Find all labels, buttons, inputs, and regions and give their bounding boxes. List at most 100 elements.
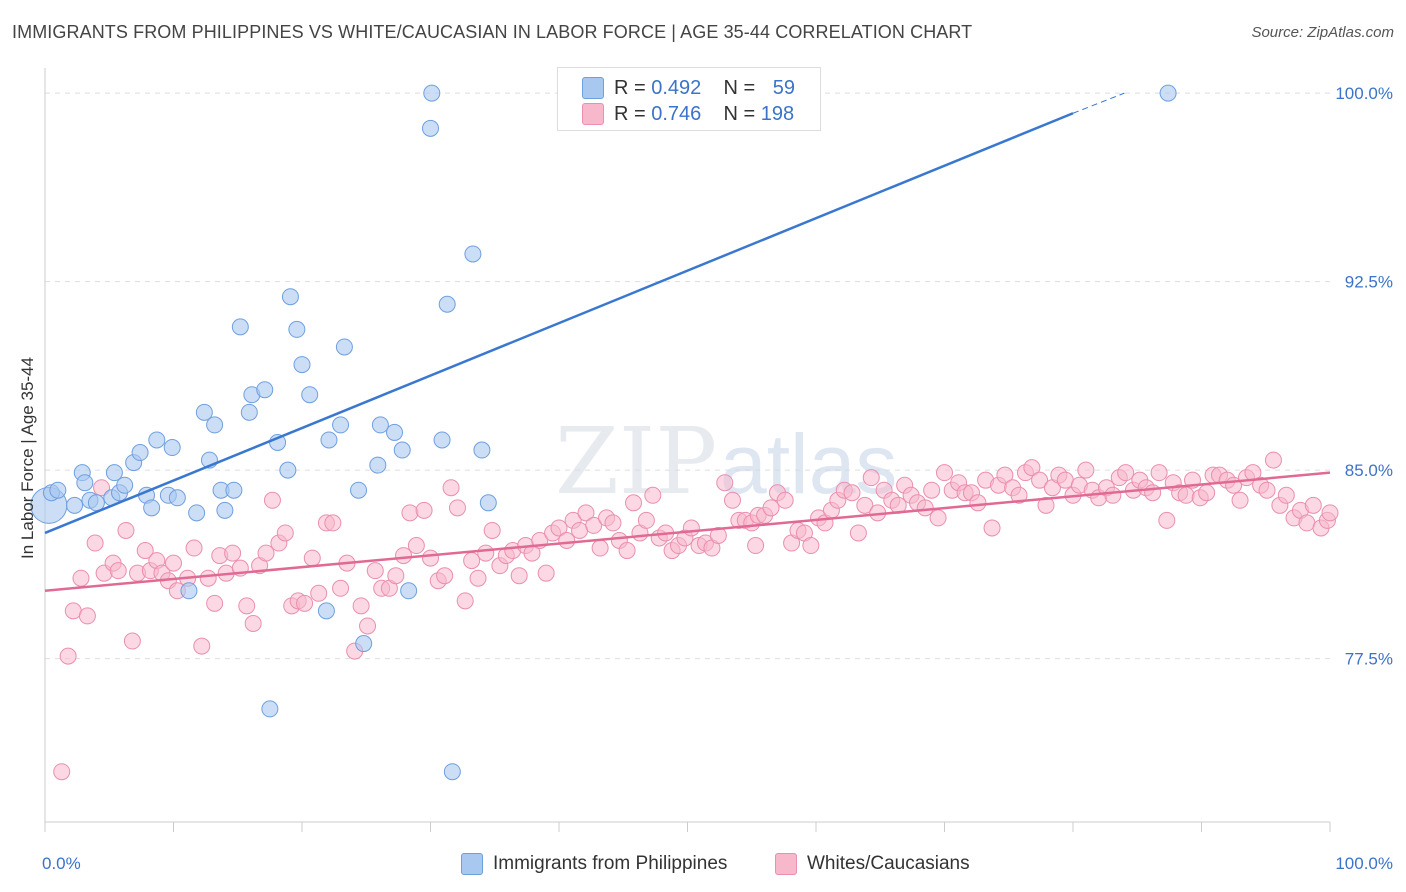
pink-data-point [1150,464,1168,482]
pink-data-point [762,499,780,517]
pink-data-point [1056,471,1074,489]
pink-data-point [123,632,141,650]
y-axis-label: In Labor Force | Age 35-44 [18,357,37,559]
pink-data-point [1264,451,1282,469]
pink-data-point [929,509,947,527]
pink-data-point [401,504,419,522]
pink-data-point [716,474,734,492]
pink-data-point [59,647,77,665]
pink-data-point [709,526,727,544]
pink-data-point [510,567,528,585]
pink-data-point [303,549,321,567]
pink-data-point [165,554,182,572]
y-tick-label: 85.0% [1345,461,1393,480]
blue-trend-extension [1072,92,1125,114]
legend-item-pink: Whites/Caucasians [775,851,970,877]
pink-data-point [1298,514,1316,532]
pink-data-point [862,469,880,487]
blue-data-point [443,763,461,781]
pink-data-point [199,569,217,587]
pink-data-point [1231,491,1249,509]
pink-data-point [324,514,342,532]
blue-data-point [438,295,456,313]
blue-swatch [582,77,604,99]
blue-data-point [216,501,234,519]
blue-data-point [317,602,335,620]
blue-data-point [371,416,389,434]
blue-data-point [261,700,279,718]
blue-data-point [168,489,186,507]
pink-data-point [1198,484,1216,502]
blue-r-value: 0.492 [651,76,702,99]
blue-data-point [148,431,166,449]
trend-lines [44,92,1331,593]
pink-data-point [996,466,1014,484]
axes [44,68,1331,832]
tick-labels: 77.5% 85.0% 92.5% 100.0% 0.0% 100.0% [42,84,1393,873]
pink-data-point [477,544,495,562]
legend-pink-swatch [775,853,797,875]
chart-title: IMMIGRANTS FROM PHILIPPINES VS WHITE/CAU… [12,22,973,42]
pink-data-point [244,614,262,632]
pink-data-point [359,617,377,635]
y-tick-label: 92.5% [1345,273,1393,292]
pink-data-point [644,486,662,504]
pink-data-point [276,524,294,542]
blue-data-point [464,245,482,263]
blue-data-point [433,431,451,449]
pink-data-point [78,607,96,625]
blue-data-point [355,635,373,653]
blue-data-point [180,582,198,600]
pink-data-point [366,562,384,580]
stats-box: R = 0.492 N = 59 R = 0.746 N = 198 [557,67,821,131]
blue-trend-line [44,112,1074,535]
pink-data-point [923,481,941,499]
pink-data-point [916,499,934,517]
pink-data-point [224,544,242,562]
blue-data-point [301,386,319,404]
pink-data-point [263,491,281,509]
pink-data-point [776,491,794,509]
pink-data-point [969,494,987,512]
blue-data-point [393,441,411,459]
pink-data-point [1277,486,1295,504]
pink-data-point [483,521,501,539]
pink-data-point [93,479,111,497]
blue-data-point [332,416,350,434]
pink-data-point [407,537,425,555]
pink-swatch [582,103,604,125]
blue-data-point [256,381,274,399]
blue-data-point [188,504,206,522]
watermark: ZIP atlas [555,408,897,515]
pink-data-point [117,521,135,539]
pink-data-point [723,491,741,509]
blue-n-value: 59 [772,76,796,99]
blue-data-point [225,481,243,499]
blue-data-point [195,403,213,421]
pink-data-point [585,516,603,534]
pink-data-point [310,584,328,602]
blue-data-point [279,461,297,479]
pink-data-point [1117,464,1135,482]
pink-data-point [296,594,314,612]
blue-data-point [293,356,311,374]
pink-data-point [591,539,609,557]
blue-data-point [1159,84,1177,102]
pink-data-point [72,569,90,587]
pink-data-point [206,594,224,612]
pink-data-point [442,479,460,497]
pink-data-point [802,537,820,555]
pink-data-point [109,562,127,580]
pink-data-point [53,763,71,781]
legend-blue-swatch [461,853,483,875]
blue-data-point [288,320,306,338]
blue-data-point [206,416,224,434]
pink-data-point [856,496,874,514]
blue-data-point [473,441,491,459]
pink-data-point [604,514,622,532]
blue-data-point [422,119,439,137]
pink-data-point [1077,461,1095,479]
watermark-atlas: atlas [720,417,897,511]
pink-data-point [936,464,953,482]
blue-data-point [143,499,161,517]
